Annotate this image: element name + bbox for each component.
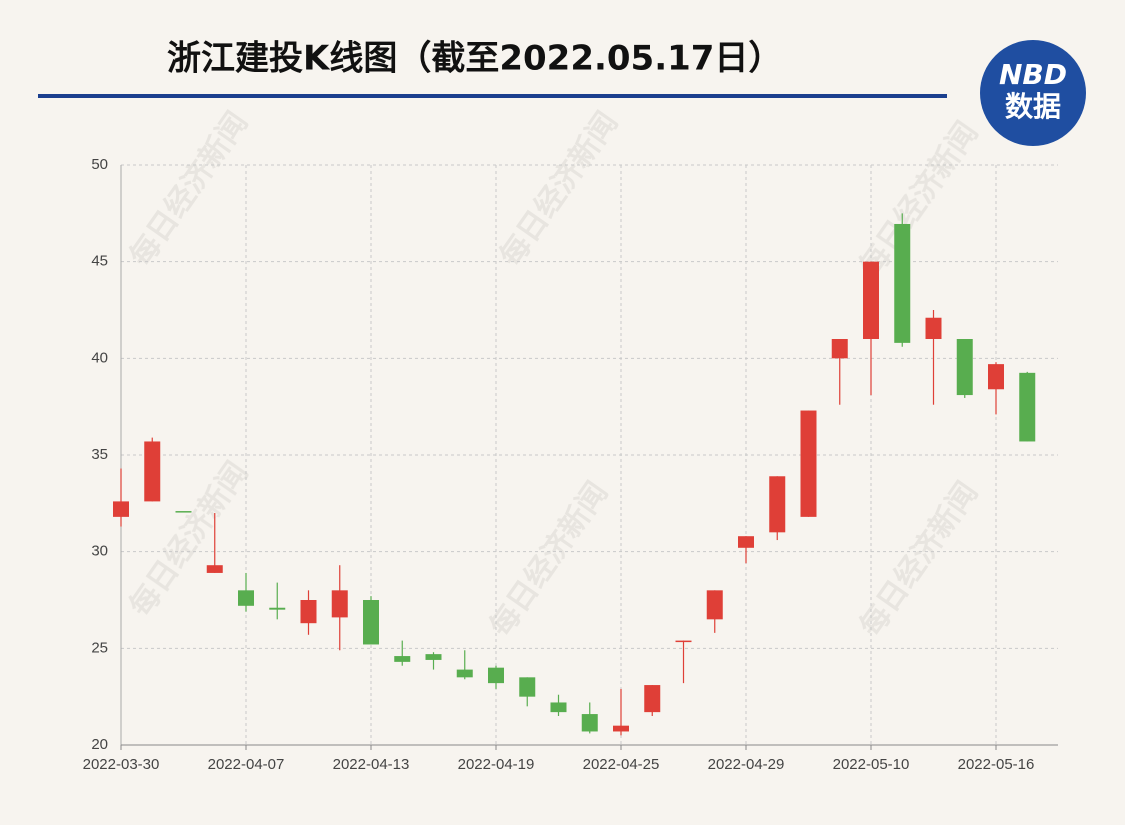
y-tick-label: 20 [91,736,108,753]
candle-body [331,590,348,618]
logo [980,40,1086,146]
candle-body [175,511,192,513]
candle-body [956,339,973,396]
x-tick-label: 2022-05-10 [833,756,910,773]
candle-body [769,476,786,533]
candle-body [363,600,379,645]
chart-title: 浙江建投K线图（截至2022.05.17日） [167,39,782,79]
logo-brand: NBD [999,58,1067,91]
x-tick-label: 2022-04-19 [458,756,535,773]
candle-body [738,536,754,548]
candle-body [925,317,942,339]
candle-body [519,677,536,697]
x-tick-label: 2022-04-29 [708,756,785,773]
candle-body [144,441,161,502]
y-tick-label: 40 [91,349,108,366]
x-tick-label: 2022-04-13 [333,756,410,773]
candle-body [800,410,817,517]
x-tick-label: 2022-04-07 [208,756,285,773]
candle-body [706,590,723,620]
y-tick-label: 25 [91,639,108,656]
title-rule [38,94,947,98]
candle-body [988,364,1004,390]
candle-body [613,725,629,732]
candle-body [894,223,911,343]
candle-body [394,656,411,662]
y-tick-label: 35 [91,446,108,463]
x-tick-label: 2022-04-25 [583,756,660,773]
candle-body [238,590,254,606]
x-tick-label: 2022-03-30 [83,756,160,773]
candle-body [456,669,473,678]
candle-body [488,667,504,684]
candle-body [675,640,692,643]
y-tick-label: 45 [91,253,108,270]
candle-body [863,261,879,339]
candle-body [113,501,129,517]
candle-body [206,565,223,573]
candle-body [300,600,317,624]
y-tick-label: 30 [91,543,108,560]
candle-body [425,654,442,660]
candle-body [581,714,598,732]
y-tick-label: 50 [91,156,108,173]
x-tick-label: 2022-05-16 [958,756,1035,773]
candle-body [644,685,661,713]
candle-body [1019,372,1036,442]
candle-body [269,607,286,610]
candle-body [550,702,567,713]
logo-sub: 数据 [1005,90,1061,123]
candle-body [831,339,848,359]
